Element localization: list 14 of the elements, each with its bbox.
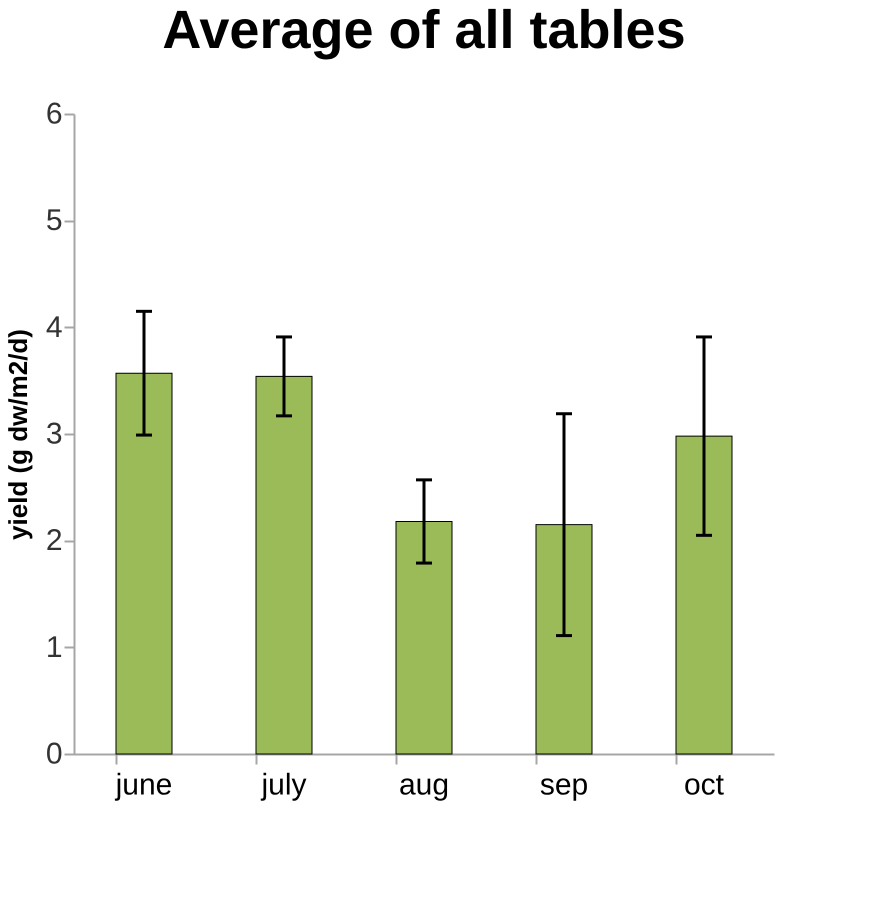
x-tick-label: sep — [540, 768, 588, 802]
y-tick-label: 6 — [46, 98, 62, 130]
y-tick-label: 3 — [46, 418, 62, 450]
chart-title: Average of all tables — [162, 0, 686, 60]
x-tick-label: july — [260, 768, 307, 802]
x-tick-label: june — [114, 768, 172, 802]
y-tick-label: 2 — [46, 524, 62, 558]
y-tick-label: 5 — [46, 204, 62, 238]
y-tick-label: 0 — [46, 738, 62, 770]
y-tick-label: 1 — [46, 630, 62, 664]
x-tick-label: aug — [398, 768, 450, 802]
y-tick-label: 4 — [46, 310, 62, 344]
y-axis-title: yield (g dw/m2/d) — [2, 329, 33, 540]
x-tick-label: oct — [684, 768, 725, 802]
